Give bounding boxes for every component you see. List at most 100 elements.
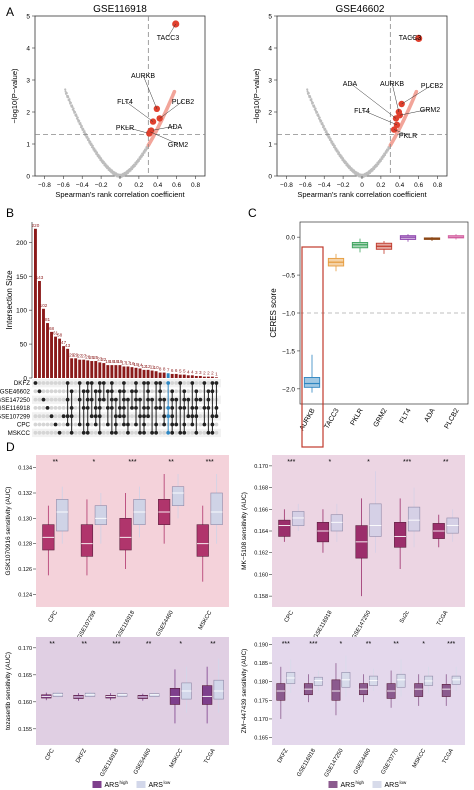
bar-data-label: 11 <box>150 365 155 370</box>
gene-point-plcb2 <box>156 115 163 122</box>
y-tick-label: 0.165 <box>18 673 32 679</box>
bar-data-label: 2 <box>203 371 206 376</box>
data-point <box>141 153 145 157</box>
y-tick-label: 0.0 <box>286 235 295 242</box>
data-point <box>381 157 384 160</box>
matrix-dot <box>174 389 179 394</box>
data-point <box>314 107 317 110</box>
matrix-dot <box>113 389 118 394</box>
x-tick-label: GSE147250 <box>324 748 345 778</box>
volcano-plot-left: TACC3 AURKB FLT4 PLCB2 PKLR ADA GRM2 −0.8 −0.6 −0… <box>10 14 206 199</box>
bar-data-label: 8 <box>159 367 162 372</box>
gene-label-aurkb: AURKB <box>380 81 404 88</box>
matrix-dot <box>49 414 54 419</box>
bar-data-label: 143 <box>36 275 44 280</box>
matrix-dot <box>162 430 167 435</box>
matrix-dot <box>105 381 110 385</box>
gene-point-pklr <box>390 126 398 133</box>
x-tick-label: MSKCC <box>169 748 185 769</box>
x-tick-label: 0.2 <box>376 182 385 189</box>
matrix-dot <box>130 422 134 427</box>
y-tick-label: 3 <box>268 78 272 85</box>
gene-label-plcb2: PLCB2 <box>172 99 194 106</box>
data-point <box>68 98 71 101</box>
gene-leader-line <box>401 84 433 105</box>
box-body <box>94 505 107 525</box>
matrix-dot <box>158 414 163 419</box>
legend-label-low: ARS <box>149 782 164 789</box>
gene-leader-line <box>391 82 400 113</box>
y-tick-label: −1.5 <box>282 348 295 355</box>
x-axis-label: Spearman's rank correlation coefficient <box>55 190 185 199</box>
intersection-bar <box>162 372 166 378</box>
bar-data-label: 19 <box>109 359 115 364</box>
data-point <box>67 96 70 99</box>
matrix-dot <box>57 406 62 410</box>
gene-label-grm2: GRM2 <box>168 142 188 149</box>
matrix-dot <box>101 430 106 435</box>
matrix-dot <box>57 430 62 435</box>
gene-label-tacc3: TACC3 <box>399 35 422 42</box>
matrix-dot <box>45 406 50 410</box>
matrix-dot <box>49 422 54 427</box>
bar-data-label: 47 <box>61 340 67 345</box>
gene-leader-line <box>399 108 431 116</box>
y-tick-label: 0.166 <box>254 507 268 513</box>
legend-swatch-low <box>136 781 146 788</box>
significance-label: ** <box>53 459 59 466</box>
y-axis-label: −log10(P−value) <box>252 68 261 124</box>
data-point <box>87 137 90 140</box>
significance-label: *** <box>128 459 136 466</box>
data-point <box>309 96 312 99</box>
y-axis-label: −log10(P−value) <box>10 68 19 124</box>
matrix-dot <box>61 397 66 402</box>
x-tick-label: −0.2 <box>337 182 350 189</box>
intersection-bar <box>170 373 174 378</box>
matrix-dot <box>214 430 219 435</box>
matrix-dot <box>41 397 46 402</box>
volcano-left-title: GSE116918 <box>93 4 147 15</box>
y-tick-label: 0.180 <box>254 680 268 686</box>
gene-leader-line <box>167 23 176 38</box>
set-label: CPC <box>17 422 31 429</box>
bar-data-label: 43 <box>65 343 71 348</box>
data-point <box>311 101 314 104</box>
x-tick-label: CPC <box>284 610 295 624</box>
box-body <box>396 673 406 688</box>
x-tick-label: 0.4 <box>153 182 162 189</box>
x-tick-label: CPC <box>48 610 59 624</box>
data-point <box>315 111 319 114</box>
y-tick-label: 2 <box>268 110 272 117</box>
sensitivity-plot-zm447439: 0.165 0.170 0.175 0.180 0.185 0.190 ZM−447439 … <box>241 637 465 789</box>
matrix-dot <box>33 422 38 427</box>
significance-label: *** <box>206 459 214 466</box>
x-tick-label: 0 <box>360 182 364 189</box>
bar-data-label: 29 <box>73 352 79 357</box>
box-body <box>330 514 343 532</box>
y-tick-label: 0 <box>23 376 27 383</box>
gene-leader-line <box>349 82 397 119</box>
bar-data-label: 1 <box>215 371 218 376</box>
matrix-dot <box>41 422 46 427</box>
box-body <box>407 506 421 532</box>
y-tick-label: 0.128 <box>18 542 32 548</box>
legend-swatch-high <box>328 781 338 788</box>
matrix-dot <box>65 430 70 435</box>
x-tick-label: Su2c <box>399 610 411 625</box>
matrix-dot <box>118 381 122 385</box>
x-tick-label: GSE54460 <box>353 748 372 776</box>
intersection-bar <box>82 359 86 378</box>
matrix-dot <box>113 381 118 385</box>
matrix-dot <box>45 430 50 435</box>
matrix-dot <box>73 406 78 410</box>
matrix-dot <box>174 430 179 435</box>
data-point <box>368 171 372 175</box>
matrix-dot <box>41 381 46 385</box>
set-label: DKFZ <box>14 380 30 387</box>
data-point <box>333 144 336 148</box>
box-body <box>313 676 323 686</box>
bar-data-label: 3 <box>195 370 198 375</box>
matrix-dot <box>101 422 106 427</box>
matrix-dot <box>206 381 211 385</box>
matrix-dot <box>138 381 142 385</box>
